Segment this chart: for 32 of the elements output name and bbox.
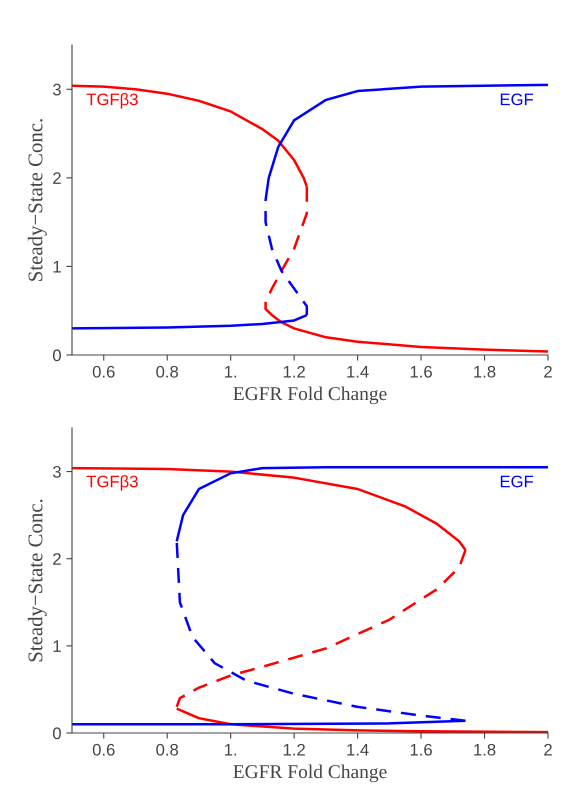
x-tick-label: 1.8: [474, 744, 496, 756]
x-axis-title: EGFR Fold Change: [233, 386, 387, 404]
x-tick-label: 1.8: [474, 366, 496, 378]
x-tick-label: 0.6: [92, 744, 115, 756]
x-tick-label: 0.8: [156, 366, 178, 378]
y-tick-label: 2: [53, 553, 61, 565]
x-tick-label: 0.8: [156, 744, 178, 756]
y-tick-label: 0: [52, 349, 61, 362]
x-tick-label: 1.4: [347, 744, 369, 756]
y-tick-label: 3: [52, 466, 61, 478]
y-tick-label: 3: [52, 84, 61, 96]
y-axis-title: Steady−State Conc.: [28, 119, 47, 281]
x-tick-label: 1.: [224, 366, 236, 378]
y-tick-label: 0: [52, 727, 61, 740]
series-label: TGFβ3: [86, 93, 138, 109]
y-axis-title: Steady−State Conc.: [28, 500, 47, 662]
x-tick-label: 2: [544, 744, 552, 756]
x-tick-label: 1.2: [284, 366, 305, 378]
x-tick-label: 1.6: [410, 744, 432, 756]
y-tick-label: 2: [53, 172, 61, 184]
x-tick-label: 1.2: [284, 744, 305, 756]
x-tick-label: 2: [544, 366, 552, 378]
x-tick-label: 0.6: [92, 366, 115, 378]
x-axis-title: EGFR Fold Change: [233, 764, 387, 782]
x-tick-label: 1.6: [410, 366, 432, 378]
y-tick-label: 1: [54, 261, 61, 272]
series-label: TGFβ3: [86, 475, 138, 491]
text: EGF: [500, 93, 534, 106]
text: EGF: [500, 476, 534, 488]
y-tick-label: 1: [54, 640, 61, 652]
x-tick-label: 1.: [224, 744, 236, 756]
x-tick-label: 1.4: [347, 366, 369, 378]
